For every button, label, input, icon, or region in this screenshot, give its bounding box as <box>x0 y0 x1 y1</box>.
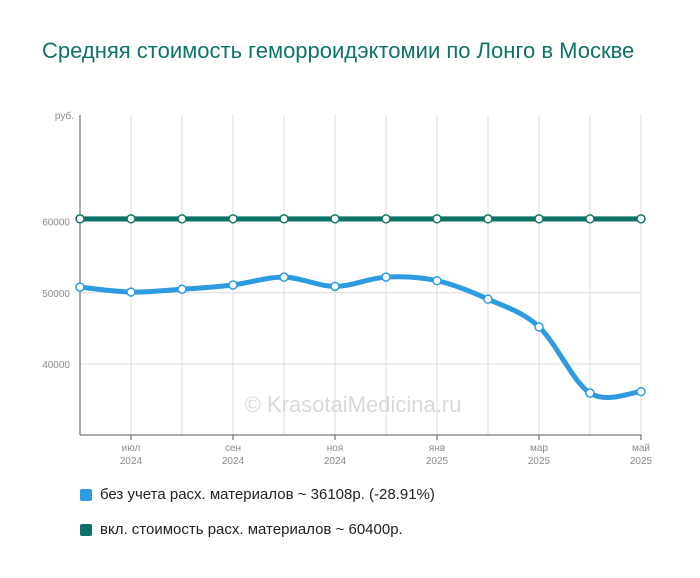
x-tick-label-year: 2025 <box>528 456 551 467</box>
series-2-point <box>483 214 493 224</box>
x-tick-label-year: 2025 <box>426 456 449 467</box>
series-2-point <box>432 214 442 224</box>
x-tick-label-month: июл <box>122 443 141 454</box>
series-1-point <box>381 272 391 282</box>
y-tick-label: 50000 <box>42 289 70 300</box>
x-tick-label-month: ноя <box>327 443 344 454</box>
series-1-point <box>534 322 544 332</box>
series-1-point <box>279 272 289 282</box>
y-tick-label: 40000 <box>42 360 70 371</box>
series-2-point <box>534 214 544 224</box>
series-1-point <box>228 280 238 290</box>
x-tick-label-month: янв <box>429 443 445 454</box>
series-1-point <box>636 386 646 397</box>
x-tick-label-year: 2024 <box>324 456 347 467</box>
series-2-point <box>75 214 85 224</box>
series-2-point <box>381 214 391 224</box>
series-2-point <box>177 214 187 224</box>
series-2-point <box>279 214 289 224</box>
legend-swatch-series-1 <box>80 488 92 501</box>
legend-label-series-2: вкл. стоимость расх. материалов ~ 60400р… <box>100 521 403 538</box>
x-tick-label-year: 2024 <box>222 456 245 467</box>
series-1-point <box>126 287 136 297</box>
series-2-point <box>330 214 340 224</box>
plot-area <box>80 115 641 435</box>
series-2-point <box>585 214 595 224</box>
y-unit-label: руб. <box>55 110 74 122</box>
series-1-point <box>483 294 493 304</box>
x-tick-label-month: мар <box>530 443 548 454</box>
chart-title: Средняя стоимость геморроидэктомии по Ло… <box>42 38 635 63</box>
y-tick-label: 60000 <box>42 218 70 229</box>
legend-swatch-series-2 <box>80 523 92 536</box>
series-2-point <box>228 214 238 224</box>
watermark-text: © KrasotaiMedicina.ru <box>245 392 462 417</box>
x-tick-label-month: сен <box>225 443 241 454</box>
series-2-point <box>636 214 646 224</box>
legend-item-series-1[interactable]: без учета расх. материалов ~ 36108р. (-2… <box>80 486 435 503</box>
series-1-point <box>75 282 85 292</box>
x-tick-label-year: 2024 <box>120 456 143 467</box>
series-1-point <box>177 284 187 294</box>
series-2-point <box>126 214 136 224</box>
x-tick-label-month: май <box>632 443 650 454</box>
series-1-point <box>330 281 340 292</box>
series-1-point <box>432 275 442 286</box>
x-tick-label-year: 2025 <box>630 456 653 467</box>
legend-label-series-1: без учета расх. материалов ~ 36108р. (-2… <box>100 486 435 503</box>
legend-item-series-2[interactable]: вкл. стоимость расх. материалов ~ 60400р… <box>80 521 403 538</box>
series-1-point <box>585 388 595 398</box>
